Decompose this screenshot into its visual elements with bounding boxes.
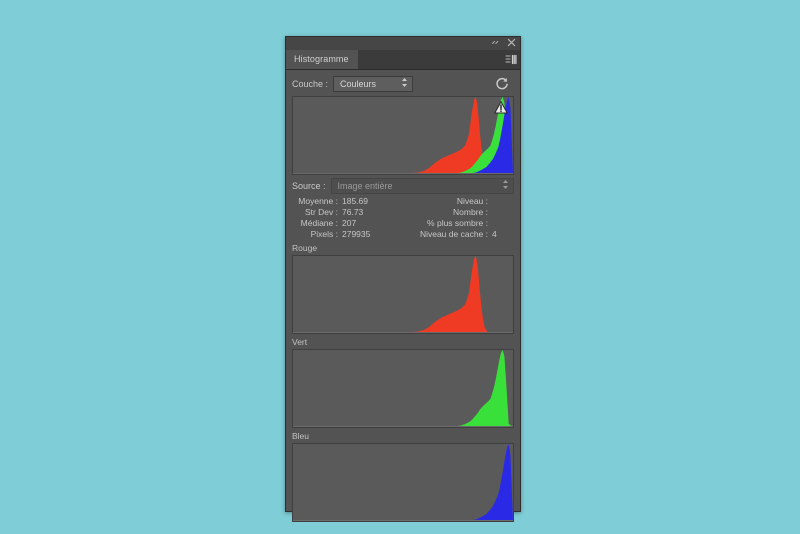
source-label: Source : bbox=[292, 181, 326, 191]
channel-label: Couche : bbox=[292, 78, 329, 89]
channel-section-bleu: Bleu bbox=[286, 431, 520, 522]
stat-value: 279935 bbox=[342, 229, 371, 239]
source-row: Source : Image entière bbox=[286, 175, 520, 195]
bleu-histogram-graph[interactable] bbox=[292, 443, 514, 522]
histogram-panel: Histogramme Couche : Couleurs bbox=[285, 36, 521, 522]
stat-value bbox=[492, 207, 514, 218]
channel-title: Bleu bbox=[292, 431, 310, 441]
updown-arrows-icon bbox=[502, 177, 509, 195]
close-icon[interactable] bbox=[507, 38, 516, 47]
channel-title: Vert bbox=[292, 337, 308, 347]
source-select-value: Image entière bbox=[337, 181, 393, 191]
graph-baseline bbox=[293, 426, 513, 427]
stat-value: 207 bbox=[342, 218, 357, 228]
composite-histogram-graph[interactable] bbox=[292, 96, 514, 175]
stat-key: Niveau : bbox=[456, 196, 488, 206]
stat-key: % plus sombre : bbox=[427, 218, 488, 228]
graph-baseline bbox=[293, 332, 513, 333]
rouge-histogram-svg bbox=[293, 256, 513, 333]
channel-select[interactable]: Couleurs bbox=[333, 75, 414, 93]
vert-histogram-svg bbox=[293, 350, 513, 427]
stat-key: Str Dev : bbox=[304, 207, 338, 217]
vert-histogram-graph[interactable] bbox=[292, 349, 514, 428]
composite-histogram-svg bbox=[293, 97, 513, 174]
stat-value: 185.69 bbox=[342, 196, 368, 206]
warning-icon[interactable] bbox=[494, 101, 508, 114]
channel-title: Rouge bbox=[292, 243, 318, 253]
stat-key: Moyenne : bbox=[298, 196, 338, 206]
stat-key: Niveau de cache : bbox=[419, 229, 488, 239]
tabstrip-filler bbox=[357, 50, 502, 69]
tab-histogramme[interactable]: Histogramme bbox=[286, 50, 358, 69]
source-select[interactable]: Image entière bbox=[330, 177, 514, 195]
stat-value: 76.73 bbox=[342, 207, 364, 217]
graph-baseline bbox=[293, 173, 513, 174]
updown-arrows-icon bbox=[401, 75, 408, 93]
panel-menu-icon[interactable] bbox=[502, 50, 520, 69]
window-controls bbox=[491, 38, 516, 47]
stat-key: Nombre : bbox=[453, 207, 488, 217]
channel-select-value: Couleurs bbox=[340, 78, 377, 89]
stat-key: Médiane : bbox=[300, 218, 338, 228]
bleu-histogram-svg bbox=[293, 444, 513, 521]
stat-value bbox=[492, 196, 514, 207]
channel-row: Couche : Couleurs bbox=[286, 70, 520, 94]
stat-value bbox=[492, 218, 514, 229]
channel-section-vert: Vert bbox=[286, 337, 520, 428]
stat-key: Pixels : bbox=[310, 229, 338, 239]
statistics-table: Moyenne : 185.69 Niveau : Str Dev : 76.7… bbox=[286, 195, 520, 240]
channel-section-rouge: Rouge bbox=[286, 243, 520, 334]
panel-tabstrip: Histogramme bbox=[286, 50, 520, 70]
minimize-icon[interactable] bbox=[491, 38, 500, 47]
rouge-histogram-graph[interactable] bbox=[292, 255, 514, 334]
graph-baseline bbox=[293, 520, 513, 521]
refresh-icon[interactable] bbox=[494, 76, 510, 92]
stat-value: 4 bbox=[492, 229, 497, 239]
panel-titlebar bbox=[286, 37, 520, 50]
panel-body: Couche : Couleurs bbox=[286, 70, 520, 522]
